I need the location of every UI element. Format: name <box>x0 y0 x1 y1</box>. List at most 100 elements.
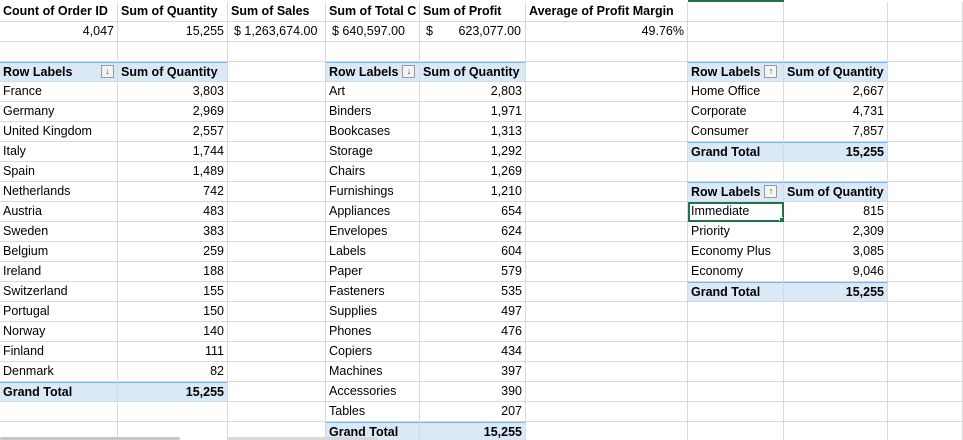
empty-cell[interactable] <box>688 22 784 42</box>
empty-cell[interactable] <box>888 82 963 102</box>
category-label[interactable]: Binders <box>326 102 420 122</box>
empty-cell[interactable] <box>784 22 888 42</box>
empty-cell[interactable] <box>118 422 228 440</box>
empty-cell[interactable] <box>888 42 963 62</box>
empty-cell[interactable] <box>526 42 688 62</box>
priority-quantity[interactable]: 3,085 <box>784 242 888 262</box>
category-label[interactable]: Machines <box>326 362 420 382</box>
priority-label[interactable]: Immediate <box>688 202 784 222</box>
empty-cell[interactable] <box>228 62 326 82</box>
priority-row-labels-header[interactable]: Row Labels ↑ <box>688 182 784 202</box>
empty-cell[interactable] <box>888 62 963 82</box>
priority-value-header[interactable]: Sum of Quantity <box>784 182 888 202</box>
empty-cell[interactable] <box>526 422 688 440</box>
summary-header-sum-total-c[interactable]: Sum of Total C <box>326 2 420 22</box>
empty-cell[interactable] <box>228 202 326 222</box>
empty-cell[interactable] <box>228 142 326 162</box>
country-label[interactable]: Belgium <box>0 242 118 262</box>
empty-cell[interactable] <box>688 322 784 342</box>
empty-cell[interactable] <box>784 322 888 342</box>
category-label[interactable]: Tables <box>326 402 420 422</box>
empty-cell[interactable] <box>228 282 326 302</box>
empty-cell[interactable] <box>688 42 784 62</box>
empty-cell[interactable] <box>888 122 963 142</box>
summary-header-sum-sales[interactable]: Sum of Sales <box>228 2 326 22</box>
category-label[interactable]: Chairs <box>326 162 420 182</box>
empty-cell[interactable] <box>784 402 888 422</box>
category-label[interactable]: Copiers <box>326 342 420 362</box>
empty-cell[interactable] <box>526 102 688 122</box>
country-quantity[interactable]: 188 <box>118 262 228 282</box>
empty-cell[interactable] <box>888 422 963 440</box>
country-quantity[interactable]: 1,744 <box>118 142 228 162</box>
summary-value-avg-profit-margin[interactable]: 49.76% <box>526 22 688 42</box>
empty-cell[interactable] <box>228 162 326 182</box>
country-label[interactable]: Sweden <box>0 222 118 242</box>
empty-cell[interactable] <box>326 42 420 62</box>
category-label[interactable]: Phones <box>326 322 420 342</box>
empty-cell[interactable] <box>526 302 688 322</box>
empty-cell[interactable] <box>228 122 326 142</box>
sort-ascending-icon[interactable]: ↑ <box>764 65 778 79</box>
empty-cell[interactable] <box>526 82 688 102</box>
category-label[interactable]: Bookcases <box>326 122 420 142</box>
priority-label[interactable]: Economy Plus <box>688 242 784 262</box>
category-label[interactable]: Accessories <box>326 382 420 402</box>
empty-cell[interactable] <box>688 302 784 322</box>
country-value-header[interactable]: Sum of Quantity <box>118 62 228 82</box>
priority-quantity[interactable]: 9,046 <box>784 262 888 282</box>
empty-cell[interactable] <box>784 302 888 322</box>
empty-cell[interactable] <box>688 162 784 182</box>
empty-cell[interactable] <box>526 262 688 282</box>
category-quantity[interactable]: 434 <box>420 342 526 362</box>
empty-cell[interactable] <box>888 302 963 322</box>
category-quantity[interactable]: 1,269 <box>420 162 526 182</box>
empty-cell[interactable] <box>888 222 963 242</box>
empty-cell[interactable] <box>0 42 118 62</box>
empty-cell[interactable] <box>888 182 963 202</box>
country-quantity[interactable]: 150 <box>118 302 228 322</box>
category-quantity[interactable]: 1,210 <box>420 182 526 202</box>
segment-quantity[interactable]: 4,731 <box>784 102 888 122</box>
empty-cell[interactable] <box>688 342 784 362</box>
empty-cell[interactable] <box>228 342 326 362</box>
country-label[interactable]: Italy <box>0 142 118 162</box>
empty-cell[interactable] <box>888 202 963 222</box>
country-quantity[interactable]: 111 <box>118 342 228 362</box>
empty-cell[interactable] <box>688 402 784 422</box>
country-label[interactable]: Denmark <box>0 362 118 382</box>
empty-cell[interactable] <box>888 322 963 342</box>
empty-cell[interactable] <box>688 2 784 22</box>
summary-value-sum-total-c[interactable]: $ 640,597.00 <box>326 22 420 42</box>
empty-cell[interactable] <box>118 42 228 62</box>
category-quantity[interactable]: 535 <box>420 282 526 302</box>
priority-grand-total-label[interactable]: Grand Total <box>688 282 784 302</box>
country-row-labels-header[interactable]: Row Labels ↓ <box>0 62 118 82</box>
empty-cell[interactable] <box>888 142 963 162</box>
category-label[interactable]: Labels <box>326 242 420 262</box>
country-label[interactable]: Ireland <box>0 262 118 282</box>
empty-cell[interactable] <box>526 282 688 302</box>
empty-cell[interactable] <box>688 422 784 440</box>
category-grand-total-label[interactable]: Grand Total <box>326 422 420 440</box>
empty-cell[interactable] <box>228 362 326 382</box>
country-quantity[interactable]: 383 <box>118 222 228 242</box>
empty-cell[interactable] <box>228 242 326 262</box>
empty-cell[interactable] <box>526 242 688 262</box>
empty-cell[interactable] <box>888 2 963 22</box>
category-quantity[interactable]: 624 <box>420 222 526 242</box>
category-label[interactable]: Fasteners <box>326 282 420 302</box>
empty-cell[interactable] <box>228 182 326 202</box>
segment-quantity[interactable]: 7,857 <box>784 122 888 142</box>
empty-cell[interactable] <box>888 102 963 122</box>
empty-cell[interactable] <box>228 322 326 342</box>
category-value-header[interactable]: Sum of Quantity <box>420 62 526 82</box>
country-label[interactable]: Portugal <box>0 302 118 322</box>
empty-cell[interactable] <box>688 382 784 402</box>
empty-cell[interactable] <box>526 202 688 222</box>
country-label[interactable]: Netherlands <box>0 182 118 202</box>
category-row-labels-header[interactable]: Row Labels ↓ <box>326 62 420 82</box>
country-quantity[interactable]: 259 <box>118 242 228 262</box>
empty-cell[interactable] <box>228 302 326 322</box>
empty-cell[interactable] <box>888 282 963 302</box>
